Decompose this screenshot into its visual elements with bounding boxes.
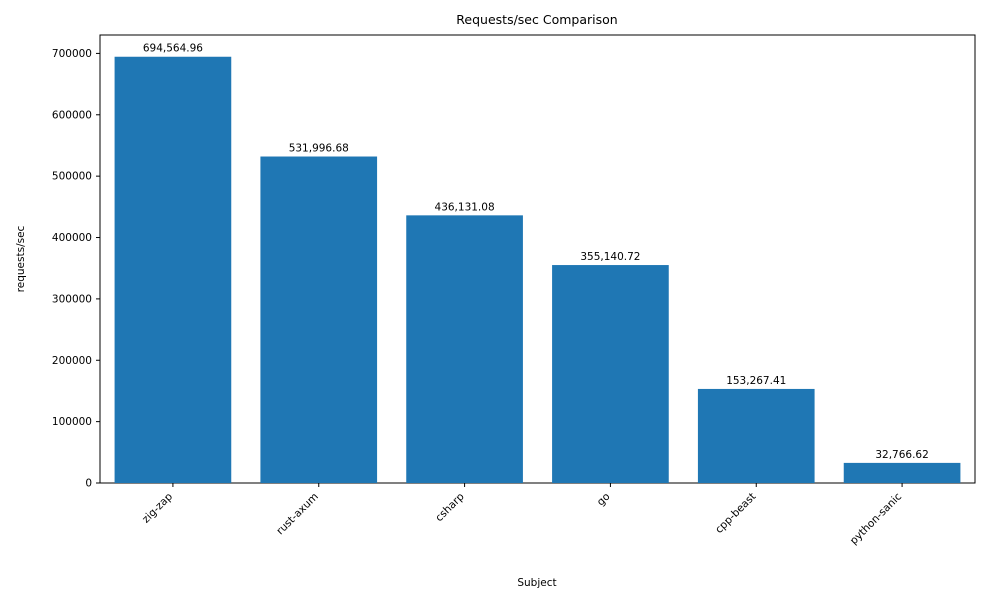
y-tick-label: 300000 [52, 293, 92, 305]
x-axis-label: Subject [517, 577, 556, 589]
x-tick-label: go [595, 491, 613, 509]
bar [406, 215, 523, 483]
bar-value-label: 531,996.68 [289, 143, 349, 155]
x-tick-label: csharp [433, 490, 467, 524]
y-tick-label: 400000 [52, 232, 92, 244]
bar [697, 388, 815, 483]
bar-value-label: 355,140.72 [580, 251, 640, 263]
y-tick-label: 700000 [52, 48, 92, 60]
bar [260, 156, 378, 483]
y-axis-label: requests/sec [15, 225, 27, 292]
x-tick-label: zig-zap [140, 490, 175, 525]
y-tick-label: 600000 [52, 109, 92, 121]
y-tick-label: 100000 [52, 416, 92, 428]
x-tick-label: rust-axum [274, 491, 321, 538]
y-tick-label: 0 [85, 478, 92, 490]
bar [843, 462, 961, 483]
y-tick-label: 500000 [52, 171, 92, 183]
x-tick-label: cpp-beast [713, 491, 758, 536]
bar [552, 265, 669, 483]
axes-spines [99, 34, 976, 484]
plot-area: 0 100000 200000 300000 400000 500000 600000 700… [52, 34, 976, 547]
chart-title: Requests/sec Comparison [456, 12, 617, 27]
x-tick-label: python-sanic [848, 490, 905, 547]
bar-value-label: 436,131.08 [435, 201, 495, 213]
bar-value-label: 694,564.96 [143, 43, 203, 55]
y-tick-label: 200000 [52, 355, 92, 367]
bar [114, 56, 232, 484]
bar-value-label: 32,766.62 [875, 449, 928, 461]
bar-value-label: 153,267.41 [726, 375, 786, 387]
